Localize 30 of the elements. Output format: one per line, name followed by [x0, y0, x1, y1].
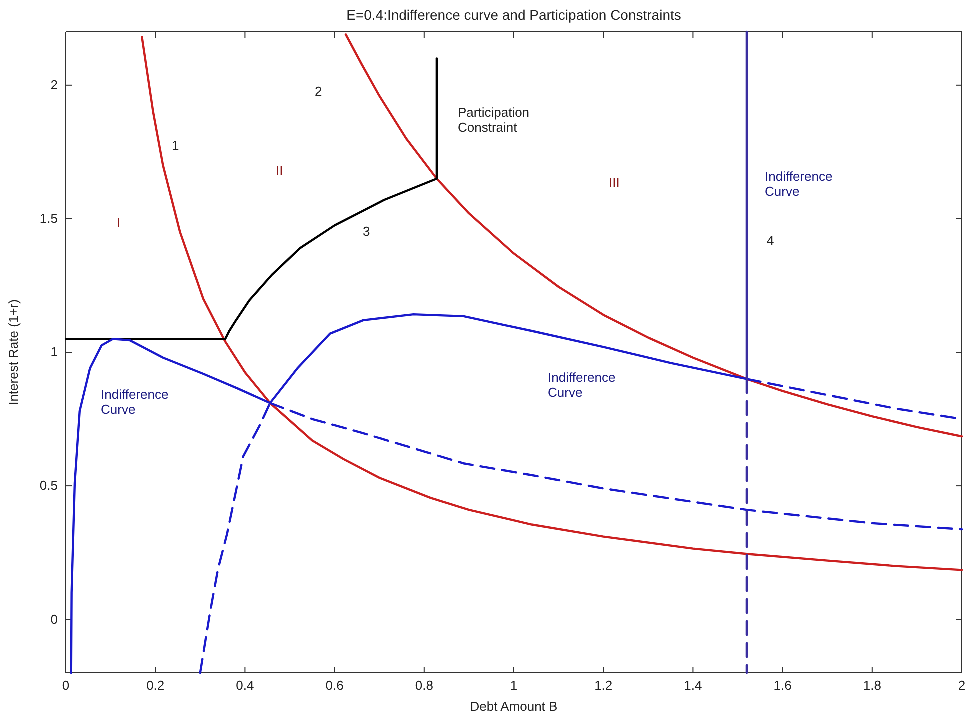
annotation: I — [117, 215, 121, 230]
x-tick-label: 0.4 — [236, 678, 254, 694]
x-tick-label: 0.6 — [326, 678, 344, 694]
annotation: 1 — [172, 138, 180, 153]
annotation: Indifference Curve — [101, 387, 169, 417]
annotation: 3 — [363, 224, 370, 239]
x-tick-label: 1.2 — [594, 678, 613, 694]
chart-title: E=0.4:Indifference curve and Participation Constraints — [346, 7, 682, 23]
x-tick-label: 1.6 — [774, 678, 792, 694]
y-tick-label: 0.5 — [40, 478, 58, 494]
annotation: II — [276, 163, 284, 178]
y-axis-title: Interest Rate (1+r) — [6, 300, 21, 406]
x-tick-label: 0.8 — [415, 678, 434, 694]
annotation: III — [609, 175, 620, 190]
y-tick-label: 1 — [50, 344, 58, 360]
x-tick-label: 0.2 — [146, 678, 165, 694]
x-tick-label: 1 — [510, 678, 518, 694]
y-tick-label: 2 — [50, 78, 58, 93]
annotation: 4 — [767, 233, 774, 248]
x-tick-label: 0 — [62, 678, 70, 694]
x-tick-label: 2 — [958, 678, 966, 694]
annotation: 2 — [315, 84, 322, 99]
annotation: Indifference Curve — [548, 370, 616, 400]
x-tick-label: 1.4 — [684, 678, 702, 694]
y-tick-label: 1.5 — [40, 211, 58, 226]
annotation: Indifference Curve — [765, 169, 833, 199]
x-tick-label: 1.8 — [863, 678, 882, 694]
annotation: Participation Constraint — [458, 105, 530, 135]
y-tick-label: 0 — [50, 612, 58, 627]
x-axis-title: Debt Amount B — [470, 699, 558, 714]
